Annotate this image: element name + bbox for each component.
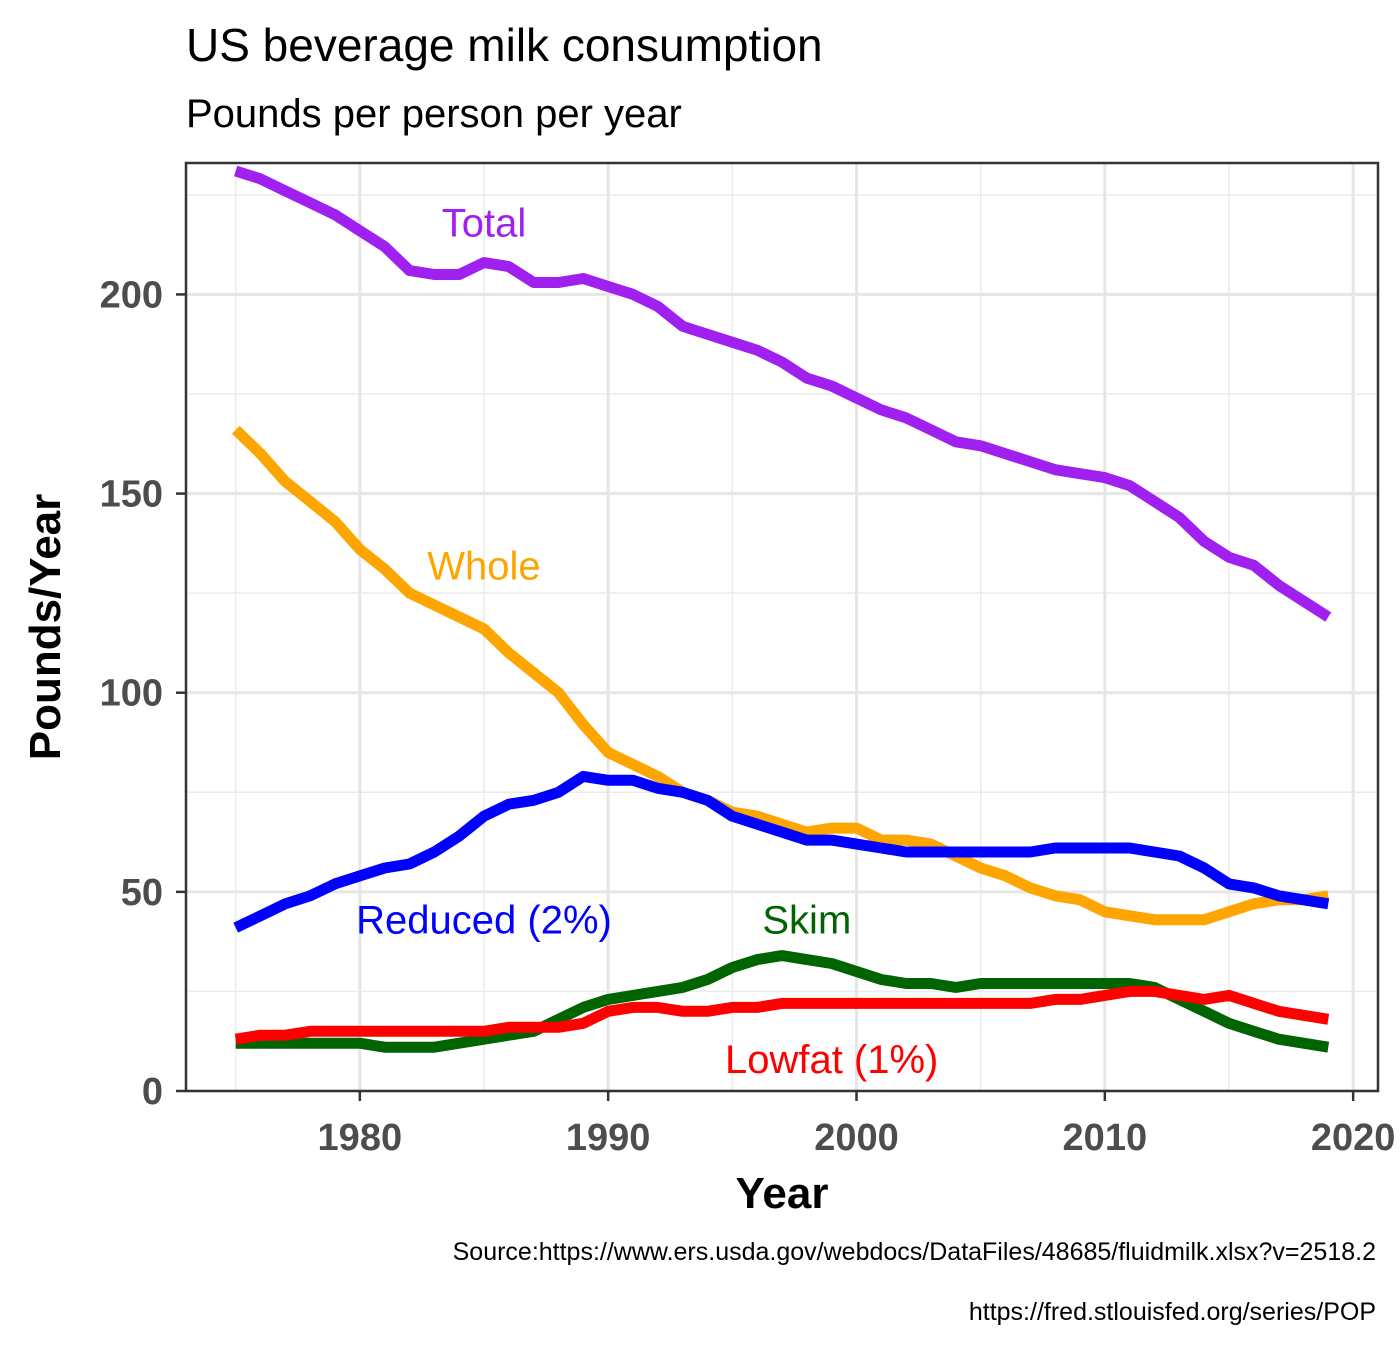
grid-minor xyxy=(186,163,1378,1091)
x-tick-label: 1990 xyxy=(566,1117,651,1159)
tick-labels: 1980 1990 2000 2010 2020 0 50 100 150 200 xyxy=(100,274,1396,1159)
series-label-whole: Whole xyxy=(427,544,540,588)
series-line-total xyxy=(234,165,1332,622)
y-tick-label: 200 xyxy=(100,274,163,316)
source-caption: Source:https://www.ers.usda.gov/webdocs/… xyxy=(452,1238,1376,1266)
population-caption: https://fred.stlouisfed.org/series/POP xyxy=(968,1298,1376,1326)
plot-panel xyxy=(186,163,1378,1091)
series-line-whole xyxy=(231,425,1330,926)
chart-subtitle: Pounds per person per year xyxy=(186,92,682,136)
axis-ticks xyxy=(176,293,1355,1101)
y-tick-label: 50 xyxy=(121,872,163,914)
series-label-reduced-2: Reduced (2%) xyxy=(356,899,612,943)
x-axis-title: Year xyxy=(736,1169,829,1218)
plot-border xyxy=(184,161,1380,1093)
series-label-total: Total xyxy=(442,202,527,246)
y-axis-title: Pounds/Year xyxy=(21,494,70,761)
y-tick-label: 0 xyxy=(142,1071,163,1113)
x-tick-label: 2000 xyxy=(814,1117,899,1159)
x-tick-label: 2020 xyxy=(1311,1117,1396,1159)
x-tick-label: 2010 xyxy=(1063,1117,1148,1159)
series-line-reduced-2 xyxy=(233,770,1330,933)
series-lines xyxy=(231,165,1332,1053)
chart-title: US beverage milk consumption xyxy=(186,19,823,71)
y-tick-label: 100 xyxy=(100,673,163,715)
series-line-lowfat-1 xyxy=(234,985,1330,1045)
series-label-lowfat-1: Lowfat (1%) xyxy=(725,1038,938,1082)
x-tick-label: 1980 xyxy=(318,1117,403,1159)
y-tick-label: 150 xyxy=(100,474,163,516)
series-labels: Total Whole Reduced (2%) Skim Lowfat (1%) xyxy=(356,202,938,1082)
series-label-skim: Skim xyxy=(762,899,851,943)
